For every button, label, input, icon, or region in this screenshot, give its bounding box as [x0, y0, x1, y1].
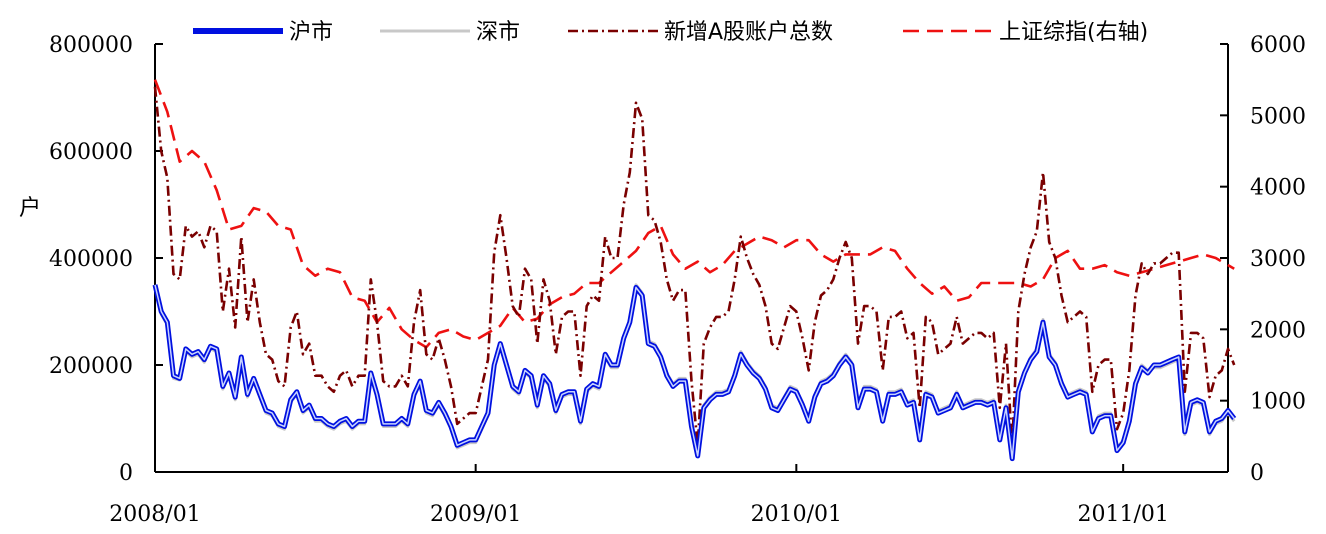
left-tick-label: 800000	[49, 33, 133, 58]
left-tick-label: 400000	[49, 247, 133, 272]
series-layer	[152, 79, 1237, 462]
left-y-ticks: 0 200000 400000 600000 800000	[49, 33, 163, 486]
x-tick-label: 2009/01	[430, 502, 521, 527]
right-tick-label: 1000	[1250, 390, 1306, 415]
axes: 户	[19, 44, 1229, 473]
series-line-shanghai	[152, 284, 1237, 462]
series-2	[153, 86, 1236, 447]
x-ticks: 2008/01 2009/01 2010/01 2011/01	[109, 464, 1169, 527]
right-y-ticks: 0 1000 2000 3000 4000 5000 6000	[1220, 33, 1306, 486]
legend-item-1: 深市	[380, 20, 520, 45]
right-tick-label: 3000	[1250, 247, 1306, 272]
left-tick-label: 200000	[49, 354, 133, 379]
series-3	[153, 79, 1235, 349]
right-tick-label: 6000	[1250, 33, 1306, 58]
x-tick-label: 2008/01	[109, 502, 200, 527]
right-tick-label: 2000	[1250, 318, 1306, 343]
legend-label: 上证综指(右轴)	[999, 20, 1148, 45]
legend-label: 沪市	[289, 20, 333, 45]
x-tick-label: 2011/01	[1077, 502, 1168, 527]
legend-label: 深市	[476, 20, 520, 45]
left-tick-label: 0	[119, 461, 133, 486]
series-line-sse-index	[153, 79, 1235, 349]
x-tick-label: 2010/01	[751, 502, 842, 527]
y-axis-label: 户	[19, 196, 41, 221]
legend-item-3: 上证综指(右轴)	[903, 20, 1148, 45]
series-0	[152, 284, 1237, 462]
right-tick-label: 4000	[1250, 176, 1306, 201]
legend-label: 新增A股账户总数	[664, 20, 833, 45]
legend: 沪市 深市 新增A股账户总数 上证综指(右轴)	[193, 20, 1148, 45]
legend-item-0: 沪市	[193, 20, 333, 45]
right-tick-label: 5000	[1250, 104, 1306, 129]
series-line-new-accounts	[153, 86, 1236, 447]
legend-item-2: 新增A股账户总数	[568, 20, 833, 45]
right-tick-label: 0	[1250, 461, 1264, 486]
series-line-shanghai-highlight	[154, 284, 1235, 460]
left-tick-label: 600000	[49, 140, 133, 165]
